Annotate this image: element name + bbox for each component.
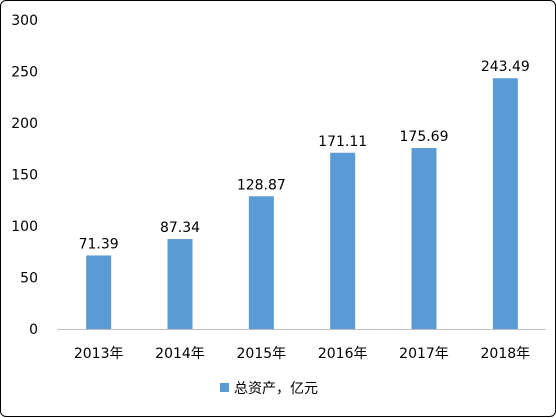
bar	[492, 78, 518, 330]
y-tick-label: 250	[11, 65, 38, 81]
data-label: 128.87	[237, 177, 286, 193]
y-tick-label: 50	[20, 271, 38, 287]
bar	[411, 148, 437, 329]
data-labels: 71.39 87.34 128.87 171.11 175.69 243.49	[79, 59, 530, 252]
y-tick-label: 300	[11, 13, 38, 29]
y-tick-label: 200	[11, 116, 38, 132]
data-label: 171.11	[318, 134, 367, 150]
bar	[330, 152, 356, 329]
x-tick-label: 2015年	[237, 346, 287, 362]
x-tick-label: 2014年	[155, 346, 205, 362]
legend: 总资产，亿元	[220, 381, 318, 397]
legend-swatch	[220, 383, 229, 392]
bar	[248, 196, 274, 329]
x-tick-label: 2013年	[74, 346, 124, 362]
data-label: 71.39	[79, 236, 119, 252]
x-tick-label: 2016年	[318, 346, 368, 362]
y-axis-ticks: 0 50 100 150 200 250 300	[11, 13, 38, 338]
x-tick-label: 2018年	[481, 346, 531, 362]
bar	[167, 239, 193, 329]
data-label: 87.34	[160, 220, 200, 236]
bar	[86, 255, 112, 329]
legend-label: 总资产，亿元	[234, 381, 318, 397]
x-tick-label: 2017年	[399, 346, 449, 362]
x-axis-ticks: 2013年 2014年 2015年 2016年 2017年 2018年	[74, 346, 530, 362]
data-label: 243.49	[481, 59, 530, 75]
bars	[86, 78, 518, 330]
y-tick-label: 0	[29, 322, 38, 338]
y-tick-label: 150	[11, 168, 38, 184]
data-label: 175.69	[400, 129, 449, 145]
y-tick-label: 100	[11, 219, 38, 235]
